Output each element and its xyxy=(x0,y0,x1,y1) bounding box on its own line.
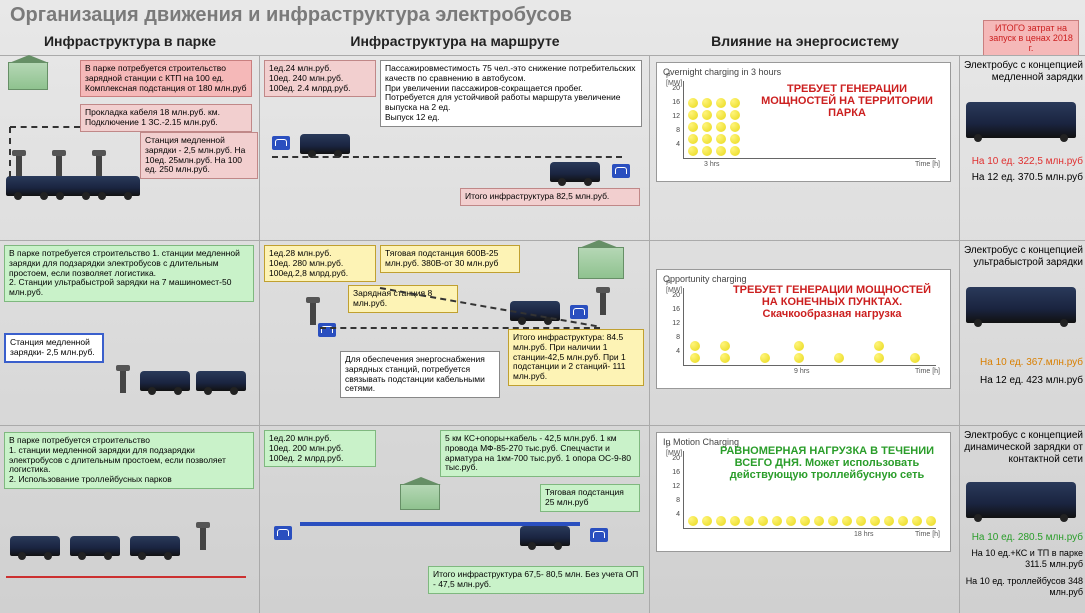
park-main-cost: В парке потребуется строительство зарядн… xyxy=(80,60,252,97)
traction-sub: Тяговая подстанция 25 млн.руб xyxy=(540,484,640,512)
bus-icon xyxy=(520,526,570,546)
traction-sub: Тяговая подстанция 600В-25 млн.руб. 380В… xyxy=(380,245,520,273)
bus-icon xyxy=(966,482,1076,518)
cell-r3-summary: Электробус с концепцией динамической зар… xyxy=(960,426,1085,613)
route-total: Итого инфраструктура 67,5- 80,5 млн. Без… xyxy=(428,566,644,594)
cell-r1-route: 1ед.24 млн.руб. 10ед. 240 млн.руб. 100ед… xyxy=(260,56,650,240)
park-text: В парке потребуется строительство 1. ста… xyxy=(4,245,254,302)
pax-note: Пассажировместимость 75 чел.-это снижени… xyxy=(380,60,642,127)
charger-icon xyxy=(200,526,206,550)
page-title: Организация движения и инфраструктура эл… xyxy=(0,0,1085,31)
bus-icon xyxy=(550,162,600,182)
row-opportunity: В парке потребуется строительство 1. ста… xyxy=(0,240,1085,425)
chart-overnight: Overnight charging in 3 hours 4 8 12 16 … xyxy=(656,62,951,182)
charger-icon xyxy=(600,291,606,315)
row-inmotion: В парке потребуется строительство 1. ста… xyxy=(0,425,1085,613)
substation-icon xyxy=(8,62,48,90)
cell-r3-energy: In Motion Charging 4 8 12 16 20 P[MW] 18… xyxy=(650,426,960,613)
cell-r1-energy: Overnight charging in 3 hours 4 8 12 16 … xyxy=(650,56,960,240)
bus-stop-icon xyxy=(590,528,608,542)
bus-icon xyxy=(966,102,1076,138)
contact-wire xyxy=(6,576,246,578)
cost-10: На 10 ед. 280.5 млн.руб xyxy=(963,532,1083,544)
substation-icon xyxy=(578,247,624,279)
cost-line3: На 10 ед. троллейбусов 348 млн.руб xyxy=(963,576,1083,598)
chart-title: Overnight charging in 3 hours xyxy=(663,67,944,77)
concept-title: Электробус с концепцией медленной зарядк… xyxy=(963,60,1083,84)
cost-12: На 12 ед. 423 млн.руб xyxy=(963,375,1083,387)
cell-r2-park: В парке потребуется строительство 1. ста… xyxy=(0,241,260,425)
cell-r2-route: 1ед.28 млн.руб. 10ед. 280 млн.руб. 100ед… xyxy=(260,241,650,425)
route-prices: 1ед.24 млн.руб. 10ед. 240 млн.руб. 100ед… xyxy=(264,60,376,97)
bus-icon xyxy=(966,287,1076,323)
bus-icon xyxy=(130,536,180,556)
slow-station: Станция медленной зарядки- 2,5 млн.руб. xyxy=(4,333,104,363)
charger-icon xyxy=(16,154,22,178)
bus-icon xyxy=(196,371,246,391)
concept-title: Электробус с концепцией ультрабыстрой за… xyxy=(963,245,1083,269)
cost-10: На 10 ед. 367.млн.руб xyxy=(963,357,1083,369)
chart-title: Opportunity charging xyxy=(663,274,944,284)
column-headers: Инфраструктура в парке Инфраструктура на… xyxy=(0,33,1085,49)
bus-stop-icon xyxy=(570,305,588,319)
route-prices: 1ед.20 млн.руб. 10ед. 200 млн.руб. 100ед… xyxy=(264,430,376,467)
cable-cost: Прокладка кабеля 18 млн.руб. км. Подключ… xyxy=(80,104,252,132)
col-header-park: Инфраструктура в парке xyxy=(0,33,260,49)
route-total: Итого инфраструктура: 84.5 млн.руб. При … xyxy=(508,329,644,386)
chart-opportunity: Opportunity charging 4 8 12 16 20 P[MW] … xyxy=(656,269,951,389)
substation-icon xyxy=(400,484,440,510)
bus-icon xyxy=(140,371,190,391)
bus-icon xyxy=(90,176,140,196)
route-prices: 1ед.28 млн.руб. 10ед. 280 млн.руб. 100ед… xyxy=(264,245,376,282)
chart-message: ТРЕБУЕТ ГЕНЕРАЦИИ МОЩНОСТЕЙ НА КОНЕЧНЫХ … xyxy=(727,284,937,320)
charger-icon xyxy=(56,154,62,178)
chart-inmotion: In Motion Charging 4 8 12 16 20 P[MW] 18… xyxy=(656,432,951,552)
bus-stop-icon xyxy=(612,164,630,178)
cell-r1-park: В парке потребуется строительство зарядн… xyxy=(0,56,260,240)
cell-r3-park: В парке потребуется строительство 1. ста… xyxy=(0,426,260,613)
kc-cost: 5 км КС+опоры+кабель - 42,5 млн.руб. 1 к… xyxy=(440,430,640,477)
total-cost-badge: ИТОГО затрат на запуск в ценах 2018 г. xyxy=(983,20,1079,56)
cell-r2-energy: Opportunity charging 4 8 12 16 20 P[MW] … xyxy=(650,241,960,425)
bus-icon xyxy=(10,536,60,556)
cables-note: Для обеспечения энергоснабжения зарядных… xyxy=(340,351,500,398)
row-overnight: В парке потребуется строительство зарядн… xyxy=(0,55,1085,240)
bus-icon xyxy=(300,134,350,154)
slow-station-cost: Станция медленной зарядки - 2,5 млн.руб.… xyxy=(140,132,258,179)
bus-icon xyxy=(70,536,120,556)
park-text: В парке потребуется строительство 1. ста… xyxy=(4,432,254,489)
cell-r2-summary: Электробус с концепцией ультрабыстрой за… xyxy=(960,241,1085,425)
charger-icon xyxy=(96,154,102,178)
chart-message: РАВНОМЕРНАЯ НАГРУЗКА В ТЕЧЕНИИ ВСЕГО ДНЯ… xyxy=(717,445,937,481)
cost-10: На 10 ед. 322,5 млн.руб xyxy=(963,156,1083,168)
route-total: Итого инфраструктура 82,5 млн.руб. xyxy=(460,188,640,206)
col-header-energy: Влияние на энергосистему xyxy=(650,33,960,49)
grid: В парке потребуется строительство зарядн… xyxy=(0,55,1085,613)
cell-r1-summary: Электробус с концепцией медленной зарядк… xyxy=(960,56,1085,240)
charger-icon xyxy=(120,369,126,393)
charger-icon xyxy=(310,301,316,325)
col-header-route: Инфраструктура на маршруте xyxy=(260,33,650,49)
chart-message: ТРЕБУЕТ ГЕНЕРАЦИИ МОЩНОСТЕЙ НА ТЕРРИТОРИ… xyxy=(757,83,937,119)
bus-stop-icon xyxy=(272,136,290,150)
cell-r3-route: 1ед.20 млн.руб. 10ед. 200 млн.руб. 100ед… xyxy=(260,426,650,613)
bus-stop-icon xyxy=(318,323,336,337)
overhead-line xyxy=(300,524,580,526)
concept-title: Электробус с концепцией динамической зар… xyxy=(963,430,1083,466)
cost-12: На 12 ед. 370.5 млн.руб xyxy=(963,172,1083,184)
bus-stop-icon xyxy=(274,526,292,540)
cost-line2: На 10 ед.+КС и ТП в парке 311.5 млн.руб xyxy=(963,548,1083,570)
